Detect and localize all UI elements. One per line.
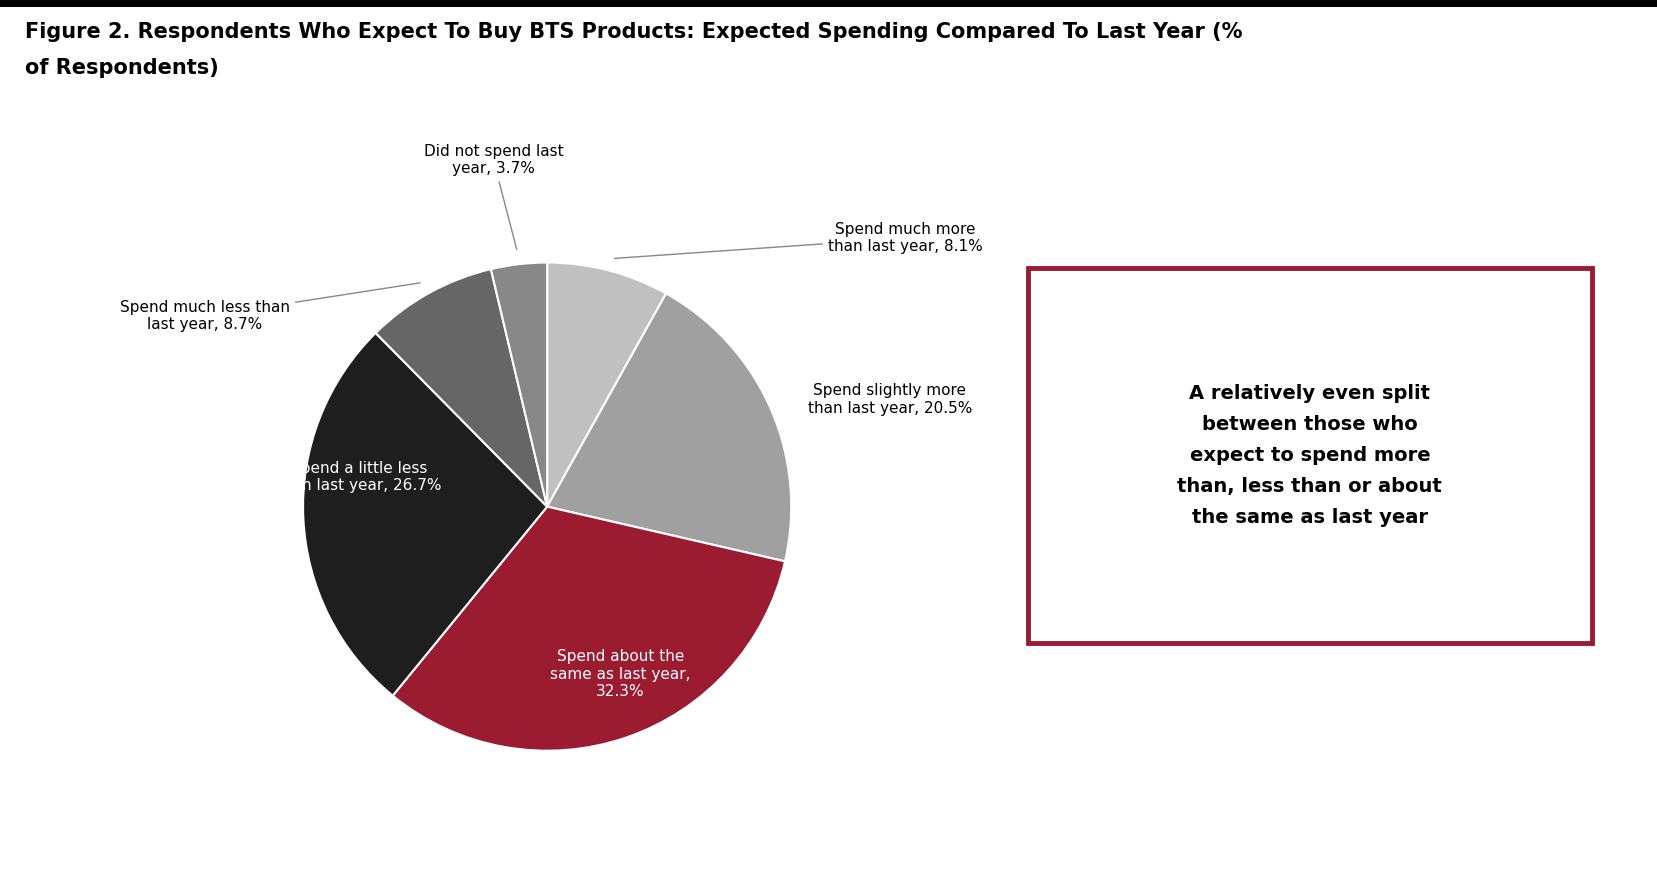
Text: Spend much less than
last year, 8.7%: Spend much less than last year, 8.7%: [119, 283, 419, 332]
Text: Did not spend last
year, 3.7%: Did not spend last year, 3.7%: [424, 144, 563, 249]
Text: of Respondents): of Respondents): [25, 58, 219, 78]
Text: Spend a little less
than last year, 26.7%: Spend a little less than last year, 26.7…: [277, 461, 441, 493]
Text: Figure 2. Respondents Who Expect To Buy BTS Products: Expected Spending Compared: Figure 2. Respondents Who Expect To Buy …: [25, 22, 1241, 42]
Text: A relatively even split
between those who
expect to spend more
than, less than o: A relatively even split between those wh…: [1176, 384, 1442, 527]
Text: Spend about the
same as last year,
32.3%: Spend about the same as last year, 32.3%: [550, 649, 691, 699]
Wedge shape: [490, 263, 547, 506]
Wedge shape: [547, 294, 790, 562]
FancyBboxPatch shape: [1027, 268, 1591, 643]
Text: Spend slightly more
than last year, 20.5%: Spend slightly more than last year, 20.5…: [807, 383, 971, 416]
Wedge shape: [547, 263, 666, 506]
Wedge shape: [393, 506, 784, 751]
Wedge shape: [303, 333, 547, 696]
Text: Spend much more
than last year, 8.1%: Spend much more than last year, 8.1%: [615, 222, 983, 258]
Wedge shape: [376, 269, 547, 506]
